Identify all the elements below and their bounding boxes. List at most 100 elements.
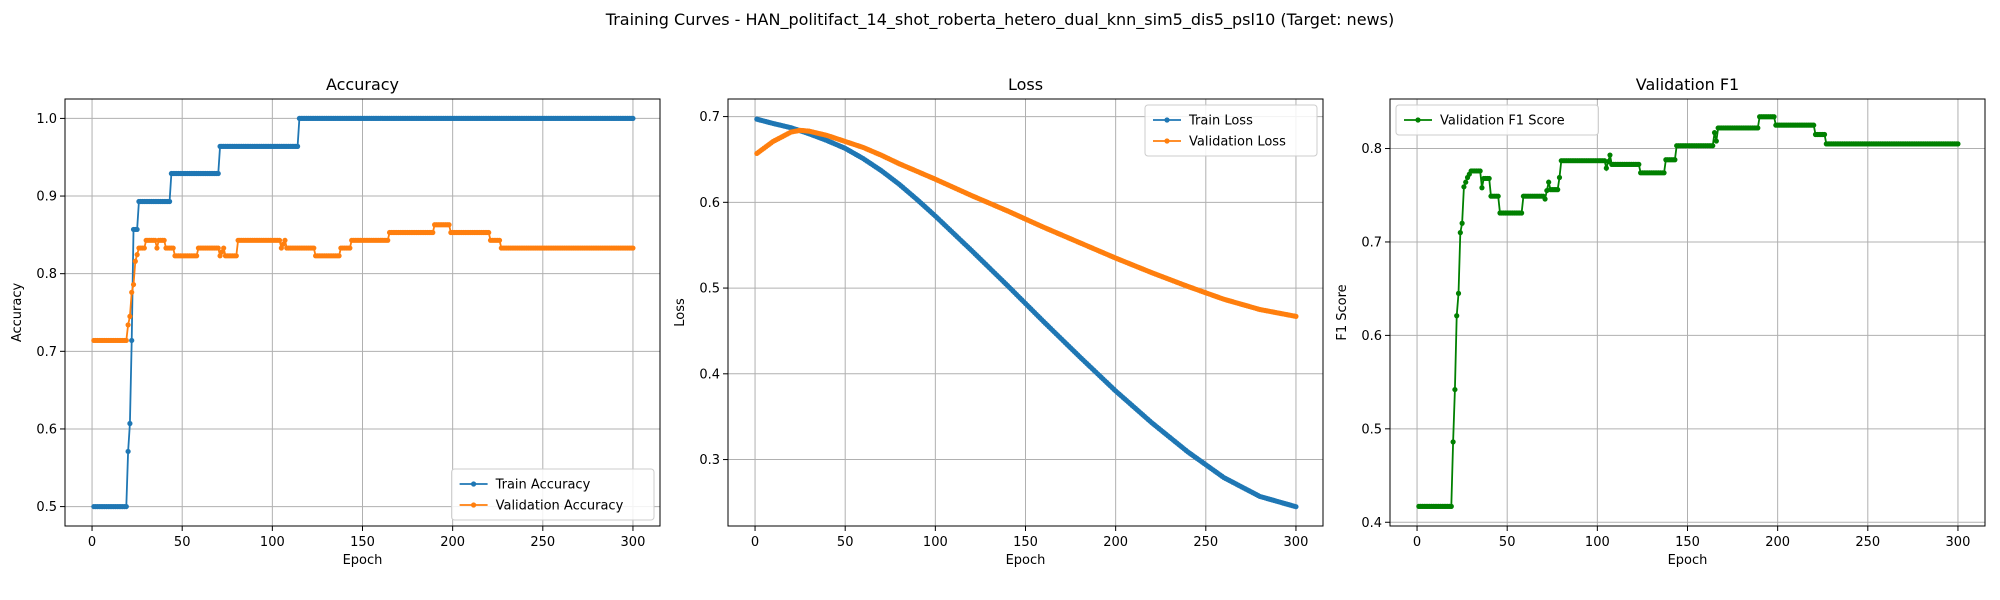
data-point	[496, 237, 503, 243]
data-point	[385, 237, 391, 243]
series-markers-2	[91, 222, 636, 344]
y-tick-label: 0.3	[699, 453, 720, 468]
data-point	[1457, 230, 1463, 236]
x-tick-label: 50	[174, 535, 191, 550]
data-point	[1672, 157, 1678, 163]
x-tick-label: 0	[88, 535, 96, 550]
legend-swatch-marker	[1415, 117, 1421, 123]
data-point	[1955, 141, 1961, 147]
x-tick-label: 0	[751, 535, 759, 550]
data-point	[630, 115, 636, 122]
y-tick-label: 1.0	[36, 112, 57, 127]
x-tick-label: 300	[621, 535, 646, 550]
legend-swatch-marker	[1164, 117, 1170, 123]
y-tick-label: 0.6	[1361, 329, 1382, 344]
x-tick-label: 50	[1499, 535, 1516, 550]
data-point	[1519, 210, 1525, 216]
y-tick-label: 0.8	[36, 267, 57, 282]
y-tick-label: 0.5	[1361, 422, 1382, 437]
legend-label: Validation F1 Score	[1440, 114, 1565, 129]
data-point	[1605, 159, 1611, 165]
y-tick-label: 0.4	[699, 367, 720, 382]
data-point	[1454, 313, 1460, 319]
data-point	[1713, 138, 1719, 144]
data-point	[125, 448, 131, 455]
x-tick-label: 150	[1675, 535, 1700, 550]
data-point	[1603, 165, 1609, 171]
data-point	[141, 245, 147, 251]
data-point	[132, 258, 138, 264]
data-point	[1542, 196, 1548, 202]
y-tick-label: 0.7	[699, 110, 720, 125]
series-markers-1	[754, 116, 1299, 510]
figure-suptitle: Training Curves - HAN_politifact_14_shot…	[605, 10, 1395, 29]
legend-label: Validation Accuracy	[496, 499, 624, 514]
data-point	[123, 337, 129, 344]
data-point	[1556, 174, 1563, 181]
legend-swatch-marker	[471, 481, 477, 487]
y-tick-label: 0.4	[1361, 516, 1382, 531]
data-point	[630, 245, 636, 251]
legend-swatch-marker	[471, 502, 477, 508]
y-tick-label: 0.7	[36, 345, 57, 360]
y-tick-label: 0.5	[36, 500, 57, 515]
data-point	[129, 337, 135, 344]
legend-label: Validation Loss	[1189, 135, 1286, 150]
data-point	[276, 237, 283, 243]
series-line-1	[756, 118, 1297, 508]
legend-swatch-marker	[1164, 138, 1170, 144]
data-point	[1452, 386, 1458, 393]
data-point	[1461, 184, 1467, 190]
chart-legend: Validation F1 Score	[1395, 104, 1599, 136]
data-point	[215, 245, 221, 251]
y-tick-label: 0.7	[1361, 235, 1382, 250]
chart-legend: Train Accuracy Validation Accuracy	[451, 468, 655, 521]
x-tick-label: 100	[923, 535, 948, 550]
data-point	[1450, 439, 1456, 445]
x-tick-label: 250	[530, 535, 555, 550]
data-point	[1293, 504, 1299, 510]
chart-panel-1: 0 50 100 150 200 250 300 0.5 0.6 0.7 0.8 0.9 1.0 Accu…	[10, 75, 661, 568]
chart-legend: Train Loss Validation Loss	[1144, 104, 1318, 157]
data-point	[152, 237, 158, 243]
data-point	[1755, 125, 1761, 131]
data-point	[166, 198, 173, 205]
data-point	[294, 143, 301, 149]
data-point	[134, 226, 140, 233]
x-tick-label: 300	[1946, 535, 1971, 550]
data-point	[1486, 175, 1492, 182]
data-point	[1546, 179, 1552, 185]
series-markers-1	[91, 115, 636, 510]
data-point	[1771, 114, 1777, 120]
data-point	[1555, 187, 1561, 193]
series-markers-1	[1416, 114, 1961, 509]
x-tick-label: 300	[1284, 535, 1309, 550]
data-point	[446, 222, 452, 228]
data-point	[278, 245, 284, 251]
data-point	[1607, 152, 1613, 158]
data-point	[1710, 143, 1716, 149]
x-tick-label: 50	[837, 535, 854, 550]
data-point	[134, 252, 140, 258]
data-point	[1495, 193, 1501, 199]
data-point	[336, 253, 342, 259]
data-point	[194, 253, 200, 259]
data-point	[1455, 290, 1462, 296]
chart-title: Accuracy	[326, 75, 399, 94]
y-tick-label: 0.6	[699, 196, 720, 211]
data-point	[1459, 220, 1465, 226]
legend-box	[1395, 104, 1599, 136]
x-tick-label: 150	[1013, 535, 1038, 550]
data-point	[233, 253, 239, 259]
data-point	[1293, 313, 1299, 319]
data-point	[127, 313, 133, 319]
x-tick-label: 0	[1413, 535, 1421, 550]
x-tick-label: 200	[1765, 535, 1790, 550]
data-point	[1463, 179, 1469, 185]
legend-box	[1144, 104, 1318, 157]
x-axis-label: Epoch	[1668, 553, 1708, 568]
x-tick-label: 100	[1585, 535, 1610, 550]
y-tick-label: 0.8	[1361, 142, 1382, 157]
data-point	[347, 245, 353, 251]
